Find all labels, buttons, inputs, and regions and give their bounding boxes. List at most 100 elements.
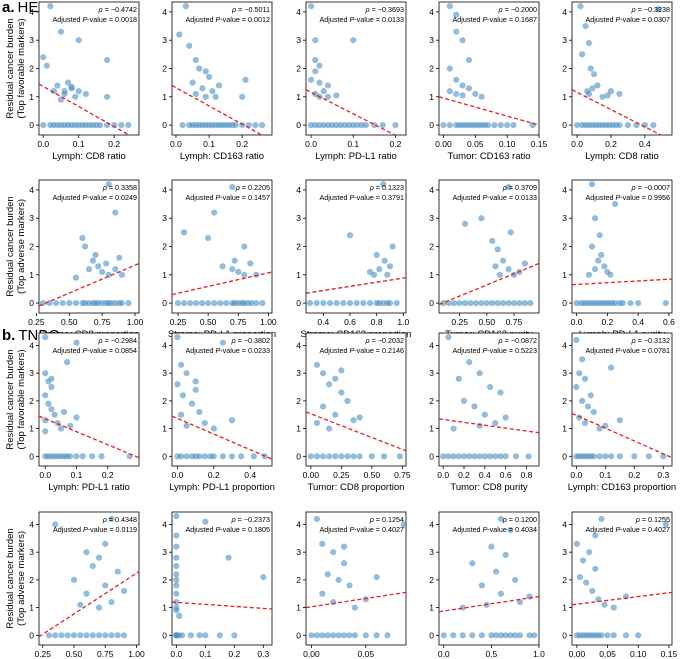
panel-5-point bbox=[59, 299, 66, 307]
panel-17-ytick-label: 4 bbox=[296, 519, 301, 529]
panel-1-padj: Adjusted P-value = 0.0012 bbox=[185, 15, 270, 24]
panel-4-xtick-label: 0.4 bbox=[639, 139, 651, 149]
row-ylabel-line1: Residual cancer burden bbox=[5, 196, 16, 296]
panel-4-point bbox=[604, 92, 611, 99]
panel-15-point bbox=[89, 632, 96, 639]
panel-7-point bbox=[376, 266, 383, 273]
panel-6-point bbox=[247, 260, 254, 267]
panel-10-rho: ρ = −0.2984 bbox=[98, 336, 138, 345]
panel-19-frame bbox=[571, 511, 673, 646]
panel-14-ytick-label: 2 bbox=[562, 396, 567, 406]
panel-18-frame bbox=[438, 511, 540, 646]
panel-19-point bbox=[586, 549, 593, 556]
panel-8-point bbox=[472, 299, 480, 307]
panel-16-ytick-label: 0 bbox=[162, 630, 167, 640]
panel-2-frame bbox=[305, 1, 407, 136]
panel-1-ytick-label: 0 bbox=[162, 120, 167, 130]
panel-4-ytick-label: 1 bbox=[562, 92, 567, 102]
panel-16-rho: ρ = −0.2373 bbox=[231, 515, 271, 524]
panel-19-ytick-label: 0 bbox=[562, 630, 567, 640]
panel-7-point bbox=[373, 251, 380, 259]
panel-8-point bbox=[496, 271, 503, 278]
panel-18-trend-line bbox=[439, 595, 539, 613]
panel-13-point bbox=[497, 453, 504, 460]
panel-6-point bbox=[219, 263, 226, 270]
panel-0-point bbox=[40, 121, 47, 129]
panel-10-point bbox=[51, 411, 58, 418]
panel-19-point bbox=[622, 632, 630, 639]
panel-6-ytick-label: 3 bbox=[162, 213, 167, 223]
panel-12-trend-line bbox=[306, 411, 406, 452]
panel-6-point bbox=[186, 299, 194, 307]
panel-19-point bbox=[573, 540, 581, 547]
panel-11-point bbox=[183, 453, 190, 460]
section-a-letter: a. bbox=[2, 0, 15, 16]
panel-8-point bbox=[483, 299, 490, 307]
panel-8-point bbox=[478, 299, 485, 307]
panel-17-point bbox=[324, 632, 331, 639]
panel-15-ytick-label: 1 bbox=[29, 603, 34, 613]
panel-14-ytick-label: 0 bbox=[562, 451, 567, 461]
panel-7-point bbox=[386, 263, 394, 270]
row-ylabel-3: Residual cancer burden(Top adverse marke… bbox=[5, 528, 27, 628]
panel-6-rho: ρ = 0.2205 bbox=[235, 183, 270, 192]
panel-7-point bbox=[381, 257, 388, 264]
panel-19-ytick-label: 4 bbox=[562, 519, 567, 529]
panel-7-ytick-label: 1 bbox=[296, 270, 301, 280]
panel-11-point bbox=[177, 453, 185, 460]
panel-2-ytick-label: 4 bbox=[296, 7, 301, 17]
panel-10-point bbox=[89, 453, 96, 460]
panel-8-point bbox=[507, 229, 514, 236]
panel-3-point bbox=[446, 3, 453, 10]
panel-17-point bbox=[330, 549, 337, 556]
panel-1-point bbox=[202, 68, 209, 75]
panel-10-xtick-label: 0.2 bbox=[102, 470, 114, 480]
panel-3-xtick-label: 0.15 bbox=[531, 139, 548, 149]
panel-6-trend-line bbox=[172, 271, 272, 296]
panel-18-point bbox=[497, 632, 505, 639]
panel-13-point bbox=[492, 419, 499, 427]
panel-9-ytick-label: 2 bbox=[562, 242, 567, 252]
panel-13-point bbox=[466, 358, 473, 366]
panel-12-padj: Adjusted P-value = 0.2146 bbox=[319, 346, 404, 355]
panel-19-rho: ρ = 0.1255 bbox=[635, 515, 670, 524]
panel-1-point bbox=[182, 3, 190, 10]
panel-6-ytick-label: 0 bbox=[162, 298, 167, 308]
panel-16-point bbox=[173, 571, 180, 578]
panel-18-point bbox=[531, 632, 538, 639]
panel-17-point bbox=[384, 632, 391, 639]
panel-14-point bbox=[581, 419, 589, 427]
panel-13-point bbox=[460, 453, 468, 460]
panel-15-point bbox=[52, 521, 59, 528]
panel-2-xtick-label: 0.0 bbox=[305, 139, 317, 149]
row-ylabel-line1: Residual cancer burden bbox=[5, 528, 16, 628]
panel-19-xtick-label: 0.00 bbox=[569, 649, 586, 659]
panel-3-point bbox=[484, 121, 492, 129]
panel-12-point bbox=[338, 389, 345, 396]
panel-17-xtick-label: 0.00 bbox=[303, 649, 320, 659]
panel-4-ytick-label: 4 bbox=[562, 7, 567, 17]
panel-7-xtick-label: 0.6 bbox=[344, 317, 356, 327]
panel-17-point bbox=[308, 632, 315, 639]
panel-14-frame bbox=[571, 332, 673, 467]
panel-15-point bbox=[114, 632, 121, 639]
panel-8-point bbox=[461, 299, 469, 307]
panel-18-point bbox=[526, 632, 533, 639]
panel-0-rho: ρ = −0.4742 bbox=[98, 5, 138, 14]
panel-9-rho: ρ = −0.0007 bbox=[631, 183, 671, 192]
panel-17-trend-line bbox=[306, 591, 406, 609]
panel-15-point bbox=[45, 632, 53, 639]
panel-2-ytick-label: 2 bbox=[296, 64, 301, 74]
panel-11-point bbox=[192, 378, 199, 385]
panel-19-point bbox=[662, 521, 669, 528]
panel-14-xtick-label: 0.1 bbox=[599, 470, 611, 480]
panel-15-ytick-label: 2 bbox=[29, 575, 34, 585]
panel-11-point bbox=[183, 422, 190, 429]
panel-18-point bbox=[507, 526, 514, 534]
panel-11-xtick-label: 0.0 bbox=[172, 470, 184, 480]
panel-13-padj: Adjusted P-value = 0.5223 bbox=[452, 346, 537, 355]
panel-13-xtick-label: 0.2 bbox=[458, 470, 470, 480]
panel-6-ytick-label: 2 bbox=[162, 242, 167, 252]
panel-10-xtick-label: 0.1 bbox=[71, 470, 83, 480]
panel-10-frame bbox=[38, 332, 140, 467]
